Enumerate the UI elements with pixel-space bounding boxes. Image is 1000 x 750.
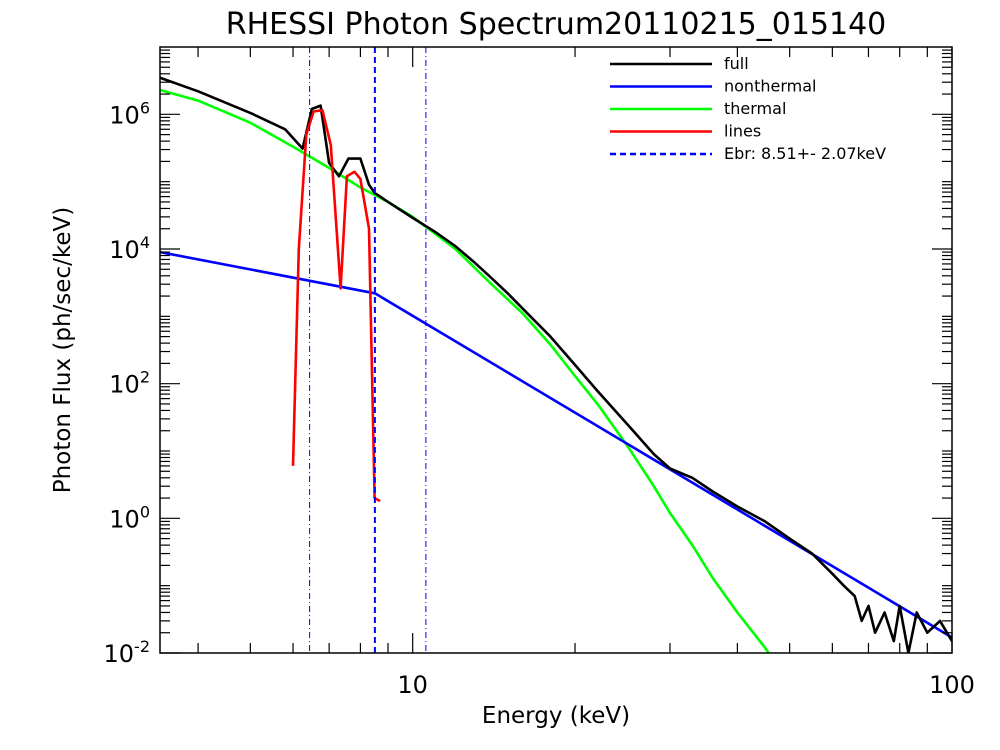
legend: full nonthermal thermal lines Ebr: 8.51+- 2.… [610,54,886,163]
legend-label: lines [724,122,761,141]
legend-label: full [724,54,749,73]
legend-label: nonthermal [724,77,816,96]
legend-label: Ebr: 8.51+- 2.07keV [724,144,886,163]
series-full-line [160,76,952,653]
plot-frame [159,46,953,654]
y-axis-label: Photon Flux (ph/sec/keV) [50,207,76,493]
chart-title: RHESSI Photon Spectrum20110215_015140 [226,7,887,42]
series-thermal-line [160,88,771,653]
y-tick-label: 102 [109,368,150,399]
y-tick-label: 104 [109,233,150,264]
legend-label: thermal [724,99,786,118]
series-nonthermal-line [160,250,952,639]
x-axis-label: Energy (keV) [482,703,630,729]
x-tick-label: 100 [929,671,975,699]
series-lines-line [291,108,381,503]
x-tick-label: 10 [397,671,428,699]
y-tick-label: 10-2 [104,637,151,668]
y-tick-label: 106 [109,98,150,129]
y-tick-label: 100 [109,502,150,533]
